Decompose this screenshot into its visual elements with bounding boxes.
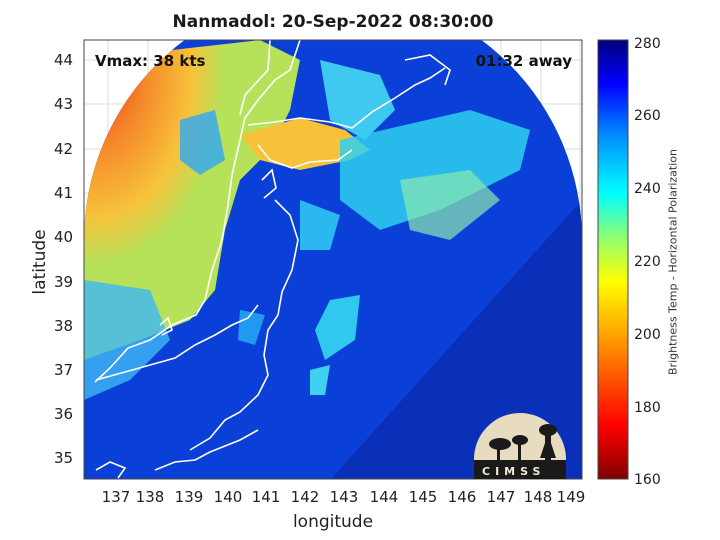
x-tick-label: 142 xyxy=(290,488,320,506)
colorbar-tick-label: 280 xyxy=(634,36,661,52)
y-tick-label: 43 xyxy=(54,95,74,113)
colorbar-tick-label: 240 xyxy=(634,181,661,197)
x-tick-label: 143 xyxy=(329,488,359,506)
x-tick-label: 141 xyxy=(251,488,281,506)
colorbar xyxy=(597,39,629,480)
y-tick-label: 39 xyxy=(54,273,74,291)
brightness-temp-swath xyxy=(84,40,582,479)
coastlines xyxy=(94,40,451,479)
x-tick-label: 139 xyxy=(174,488,204,506)
y-tick-label: 35 xyxy=(54,449,74,467)
x-tick-label: 149 xyxy=(556,488,586,506)
y-tick-label: 42 xyxy=(54,140,74,158)
x-tick-label: 137 xyxy=(101,488,131,506)
colorbar-tick-label: 220 xyxy=(634,254,661,270)
colorbar-tick-label: 180 xyxy=(634,400,661,416)
y-tick-label: 44 xyxy=(54,51,74,69)
y-tick-label: 38 xyxy=(54,317,74,335)
colorbar-tick-label: 200 xyxy=(634,327,661,343)
x-tick-label: 148 xyxy=(523,488,553,506)
x-tick-label: 140 xyxy=(213,488,243,506)
colorbar-tick-label: 160 xyxy=(634,472,661,488)
vmax-annotation: Vmax: 38 kts xyxy=(95,52,206,70)
x-tick-label: 147 xyxy=(486,488,516,506)
x-tick-label: 145 xyxy=(408,488,438,506)
y-tick-label: 37 xyxy=(54,361,74,379)
x-axis-label: longitude xyxy=(292,512,374,532)
map-title: Nanmadol: 20-Sep-2022 08:30:00 xyxy=(172,12,494,32)
time-away-annotation: 01:32 away xyxy=(475,52,572,70)
y-axis-label: latitude xyxy=(30,229,50,295)
colorbar-tick-label: 260 xyxy=(634,108,661,124)
x-tick-label: 138 xyxy=(135,488,165,506)
x-tick-label: 146 xyxy=(447,488,477,506)
y-tick-label: 40 xyxy=(54,228,74,246)
x-tick-label: 144 xyxy=(369,488,399,506)
colorbar-label: Brightness Temp - Horizontal Polarizatio… xyxy=(666,149,680,375)
cimss-logo-text: CIMSS xyxy=(482,465,546,478)
plot-frame xyxy=(83,39,583,480)
y-tick-label: 36 xyxy=(54,405,74,423)
y-tick-label: 41 xyxy=(54,184,74,202)
cimss-logo xyxy=(473,413,566,479)
